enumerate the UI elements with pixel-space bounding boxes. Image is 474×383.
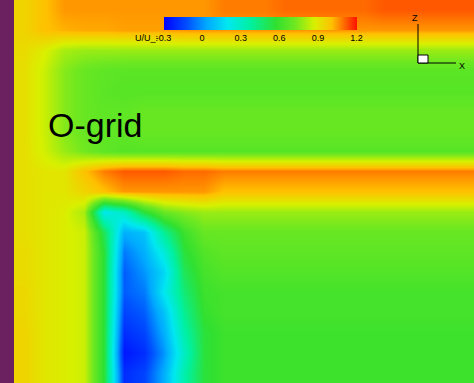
svg-text:0.9: 0.9 xyxy=(312,33,325,43)
svg-text:X: X xyxy=(459,61,465,71)
svg-text:0: 0 xyxy=(200,33,205,43)
svg-text:-0.3: -0.3 xyxy=(156,33,172,43)
svg-text:0.3: 0.3 xyxy=(234,33,247,43)
svg-text:O-grid: O-grid xyxy=(48,106,142,144)
svg-text:Z: Z xyxy=(412,13,418,23)
svg-text:0.6: 0.6 xyxy=(273,33,286,43)
svg-text:1.2: 1.2 xyxy=(350,33,363,43)
svg-text:U/U_:: U/U_: xyxy=(135,33,158,43)
